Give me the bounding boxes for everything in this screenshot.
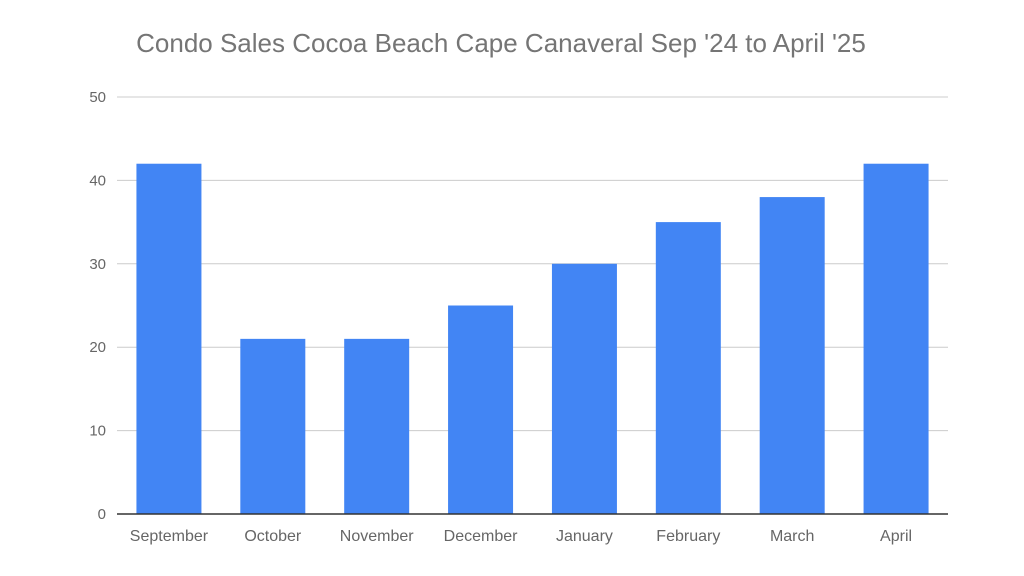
- x-tick-label-april: April: [880, 528, 912, 545]
- x-tick-label-december: December: [444, 528, 518, 545]
- y-tick-label-30: 30: [89, 256, 106, 273]
- bars: [136, 163, 929, 514]
- y-tick-label-40: 40: [89, 172, 106, 189]
- tick-labels: 0 10 20 30 40 50 September October November Decem…: [89, 89, 912, 545]
- bar-april: [863, 163, 929, 514]
- x-tick-label-november: November: [340, 528, 414, 545]
- x-tick-label-january: January: [556, 528, 613, 545]
- y-tick-label-10: 10: [89, 423, 106, 440]
- y-tick-label-50: 50: [89, 89, 106, 106]
- bar-november: [344, 338, 410, 514]
- bar-january: [551, 263, 617, 514]
- chart-title: Condo Sales Cocoa Beach Cape Canaveral S…: [136, 28, 866, 58]
- bar-march: [759, 197, 825, 514]
- x-tick-label-february: February: [656, 528, 720, 545]
- bar-october: [240, 338, 306, 514]
- bar-september: [136, 163, 202, 514]
- y-tick-label-0: 0: [98, 506, 106, 523]
- y-tick-label-20: 20: [89, 339, 106, 356]
- bar-february: [655, 222, 721, 514]
- bar-december: [448, 305, 514, 514]
- x-tick-label-october: October: [244, 528, 302, 545]
- x-tick-label-september: September: [130, 528, 209, 545]
- x-tick-label-march: March: [770, 528, 814, 545]
